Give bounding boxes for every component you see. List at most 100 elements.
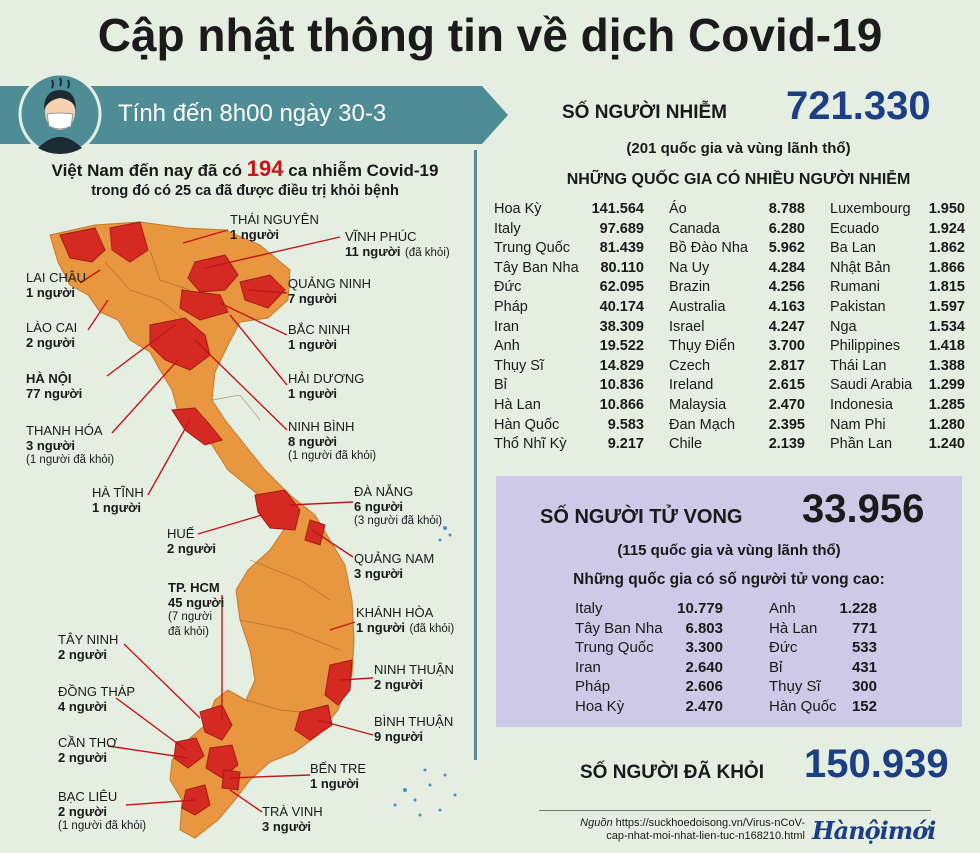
country-name: Thụy Sĩ (769, 678, 821, 696)
infected-row: Áo 8.788 (669, 201, 805, 221)
label-khanh-hoa: KHÁNH HÒA 1 người (đã khỏi) (356, 605, 454, 637)
deaths-label: SỐ NGƯỜI TỬ VONG (540, 506, 743, 528)
country-count: 1.388 (928, 357, 965, 374)
country-name: Australia (669, 298, 726, 315)
country-name: Italy (575, 600, 603, 617)
province-name: THANH HÓA (26, 423, 103, 438)
country-name: Đan Mạch (669, 416, 736, 433)
label-can-tho: CẦN THƠ 2 người (58, 735, 117, 765)
recovered-label: SỐ NGƯỜI ĐÃ KHỎI (580, 762, 764, 783)
country-count: 300 (851, 678, 877, 696)
infected-row: Ba Lan 1.862 (830, 240, 965, 260)
country-count: 431 (851, 658, 877, 676)
deaths-row: Hà Lan 771 (769, 620, 877, 640)
deaths-panel (496, 476, 962, 727)
province-name: QUẢNG NAM (354, 551, 435, 566)
infected-row: Rumani 1.815 (830, 279, 965, 299)
country-count: 40.174 (599, 298, 644, 315)
deaths-row: Đức 533 (769, 639, 877, 659)
province-count: 2 người (374, 677, 423, 692)
banner-text: Tính đến 8h00 ngày 30-3 (118, 100, 387, 127)
country-name: Canada (669, 220, 720, 237)
province-count: 3 người (262, 819, 311, 834)
country-name: Trung Quốc (575, 639, 654, 657)
label-thanh-hoa: THANH HÓA 3 người (1 người đã khỏi) (26, 423, 114, 468)
hanoimoi-logo: Hànộimới (812, 816, 936, 845)
label-binh-thuan: BÌNH THUẬN 9 người (374, 714, 453, 744)
province-name: BẾN TRE (310, 761, 367, 776)
infected-row: Tây Ban Nha 80.110 (494, 260, 644, 280)
country-count: 62.095 (599, 279, 644, 296)
infected-row: Thổ Nhĩ Kỳ 9.217 (494, 436, 644, 456)
country-name: Trung Quốc (494, 240, 571, 257)
infected-row: Chile 2.139 (669, 436, 805, 456)
country-count: 2.640 (685, 658, 723, 676)
province-count: 11 người (345, 244, 401, 259)
province-count: 2 người (58, 804, 107, 819)
infected-label: SỐ NGƯỜI NHIỄM (562, 102, 727, 123)
deaths-row: Anh 1.228 (769, 600, 877, 620)
infected-row: Nhật Bản 1.866 (830, 260, 965, 280)
recovered-total: 150.939 (804, 742, 949, 786)
country-name: Ecuado (830, 220, 880, 237)
province-name: CẦN THƠ (58, 735, 118, 750)
deaths-list-title: Những quốc gia có số người tử vong cao: (573, 571, 885, 588)
country-name: Hà Lan (769, 619, 818, 637)
infected-row: Saudi Arabia 1.299 (830, 377, 965, 397)
country-count: 4.284 (768, 259, 805, 276)
country-count: 152 (851, 697, 877, 715)
country-name: Thái Lan (830, 357, 887, 374)
deaths-row: Italy 10.779 (575, 600, 723, 620)
deaths-subtitle: (115 quốc gia và vùng lãnh thổ) (617, 542, 841, 559)
deaths-column-1: Italy 10.779 Tây Ban Nha 6.803 Trung Quốc 3.3… (575, 600, 723, 718)
divider (474, 150, 477, 760)
country-count: 10.836 (599, 377, 644, 394)
province-note: (1 người đã khỏi) (288, 450, 377, 462)
infected-row: Hàn Quốc 9.583 (494, 417, 644, 437)
province-note: (3 người đã khỏi) (354, 515, 443, 527)
deaths-column-2: Anh 1.228 Hà Lan 771 Đức 533 Bỉ 431 Thụy Sĩ 300 Hà… (769, 600, 877, 718)
label-quang-nam: QUẢNG NAM 3 người (354, 551, 434, 581)
country-count: 1.418 (928, 338, 965, 355)
infected-row: Ireland 2.615 (669, 377, 805, 397)
label-hue: HUẾ 2 người (167, 526, 216, 556)
country-count: 1.815 (928, 279, 965, 296)
label-da-nang: ĐÀ NẴNG 6 người (3 người đã khỏi) (354, 484, 442, 529)
province-name: NINH THUẬN (374, 662, 454, 677)
country-name: Nam Phi (830, 416, 886, 433)
province-name: BẠC LIÊU (58, 789, 118, 804)
province-name: ĐỒNG THÁP (58, 684, 136, 699)
infected-row: Đức 62.095 (494, 279, 644, 299)
label-hai-duong: HẢI DƯƠNG 1 người (288, 371, 364, 401)
province-name: TP. HCM (168, 580, 220, 595)
label-dong-thap: ĐỒNG THÁP 4 người (58, 684, 135, 714)
label-lao-cai: LÀO CAI 2 người (26, 320, 77, 350)
province-count: 1 người (310, 776, 359, 791)
infected-row: Israel 4.247 (669, 319, 805, 339)
infected-row: Philippines 1.418 (830, 338, 965, 358)
infected-row: Anh 19.522 (494, 338, 644, 358)
infected-column-3: Luxembourg 1.950 Ecuado 1.924 Ba Lan 1.862 Nhậ… (830, 201, 965, 456)
country-name: Italy (494, 220, 521, 237)
country-name: Pháp (575, 678, 611, 696)
country-name: Israel (669, 318, 705, 335)
label-ninh-binh: NINH BÌNH 8 người (1 người đã khỏi) (288, 419, 376, 464)
infected-row: Czech 2.817 (669, 358, 805, 378)
country-count: 8.788 (768, 201, 805, 217)
province-name: HUẾ (167, 526, 195, 541)
country-name: Ireland (669, 377, 714, 394)
infected-row: Malaysia 2.470 (669, 397, 805, 417)
label-thai-nguyen: THÁI NGUYÊN 1 người (230, 212, 319, 242)
country-name: Saudi Arabia (830, 377, 913, 394)
country-count: 5.962 (768, 240, 805, 257)
country-name: Iran (575, 658, 601, 676)
country-name: Anh (494, 338, 520, 355)
province-name: HÀ TĨNH (92, 485, 144, 500)
infected-row: Pháp 40.174 (494, 299, 644, 319)
province-name: TÂY NINH (58, 632, 119, 647)
country-name: Indonesia (830, 396, 893, 413)
province-count: 3 người (26, 438, 75, 453)
province-name: HẢI DƯƠNG (288, 371, 365, 386)
country-count: 1.280 (928, 416, 965, 433)
infected-list-title: NHỮNG QUỐC GIA CÓ NHIỀU NGƯỜI NHIỄM (566, 171, 911, 188)
